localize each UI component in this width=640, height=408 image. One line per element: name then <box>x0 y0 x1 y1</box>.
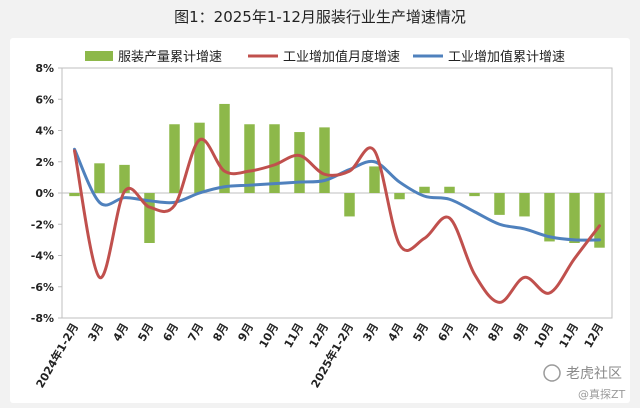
y-tick-label: 6% <box>35 93 54 106</box>
bar <box>569 193 580 243</box>
x-tick-label: 8月 <box>211 321 232 344</box>
legend-swatch-bar <box>85 51 113 61</box>
x-tick-label: 12月 <box>307 321 331 350</box>
chart-panel: 服装产量累计增速 工业增加值月度增速 工业增加值累计增速 8% 6% 4% 2% 0% -… <box>10 38 630 403</box>
bar <box>544 193 555 242</box>
bar <box>294 132 305 193</box>
x-tick-label: 8月 <box>486 321 507 344</box>
x-tick-label: 12月 <box>582 321 606 350</box>
x-tick-label: 5月 <box>411 321 432 344</box>
y-tick-label: 0% <box>35 187 54 200</box>
y-tick-label: 4% <box>35 125 54 138</box>
chart-title: 图1：2025年1-12月服装行业生产增速情况 <box>174 8 466 26</box>
bar <box>394 193 405 200</box>
watermark-text: 老虎社区 <box>566 366 622 382</box>
bar <box>169 124 180 193</box>
bar <box>269 124 280 193</box>
y-tick-label: -6% <box>31 281 54 294</box>
series-line-monthly <box>73 137 601 304</box>
y-tick-label: -8% <box>31 312 54 325</box>
x-tick-label: 7月 <box>461 321 482 344</box>
x-tick-label: 4月 <box>111 321 132 344</box>
x-tick-label: 3月 <box>86 321 107 344</box>
bar <box>594 193 605 248</box>
axes: 8% 6% 4% 2% 0% -2% -4% -6% -8% <box>31 62 613 325</box>
bar <box>494 193 505 215</box>
x-tick-label: 2024年1-2月 <box>33 321 81 391</box>
y-tick-label: 8% <box>35 62 54 75</box>
legend: 服装产量累计增速 工业增加值月度增速 工业增加值累计增速 <box>85 49 565 65</box>
legend-label-cumulative: 工业增加值累计增速 <box>448 49 565 65</box>
bar <box>444 186 455 193</box>
x-tick-label: 10月 <box>532 321 556 350</box>
x-tick-label: 6月 <box>436 321 457 344</box>
bar <box>94 163 105 193</box>
y-tick-label: -4% <box>31 250 54 263</box>
bar <box>219 103 230 193</box>
bar <box>469 193 480 197</box>
watermark-sub: @真探ZT <box>578 387 626 401</box>
bar <box>69 193 80 197</box>
x-tick-label: 5月 <box>136 321 157 344</box>
bar <box>119 164 130 193</box>
y-tick-label: -2% <box>31 218 54 231</box>
x-tick-label: 7月 <box>186 321 207 344</box>
bar <box>194 122 205 193</box>
x-tick-label: 11月 <box>557 321 581 350</box>
x-tick-label: 10月 <box>257 321 281 350</box>
bars <box>69 103 605 248</box>
watermark-logo-icon <box>543 364 561 382</box>
lines <box>73 137 601 304</box>
x-tick-label: 3月 <box>361 321 382 344</box>
bar <box>419 186 430 193</box>
bar <box>519 193 530 217</box>
bar <box>144 193 155 243</box>
chart-svg: 服装产量累计增速 工业增加值月度增速 工业增加值累计增速 8% 6% 4% 2% 0% -… <box>31 49 626 401</box>
watermark: 老虎社区 @真探ZT <box>543 364 626 401</box>
bar <box>244 124 255 193</box>
legend-label-bar: 服装产量累计增速 <box>118 50 222 65</box>
x-tick-label: 4月 <box>386 321 407 344</box>
legend-label-monthly: 工业增加值月度增速 <box>283 49 400 65</box>
x-tick-label: 9月 <box>511 321 532 344</box>
bar <box>369 166 380 193</box>
x-tick-label: 9月 <box>236 321 257 344</box>
x-ticks: 2024年1-2月 3月 4月 5月 6月 7月 8月 9月 10月 11月 12月2025年1-2… <box>33 321 606 391</box>
x-tick-label: 11月 <box>282 321 306 350</box>
y-tick-label: 2% <box>35 156 54 169</box>
x-tick-label: 6月 <box>161 321 182 344</box>
bar <box>344 193 355 217</box>
bar <box>319 127 330 193</box>
